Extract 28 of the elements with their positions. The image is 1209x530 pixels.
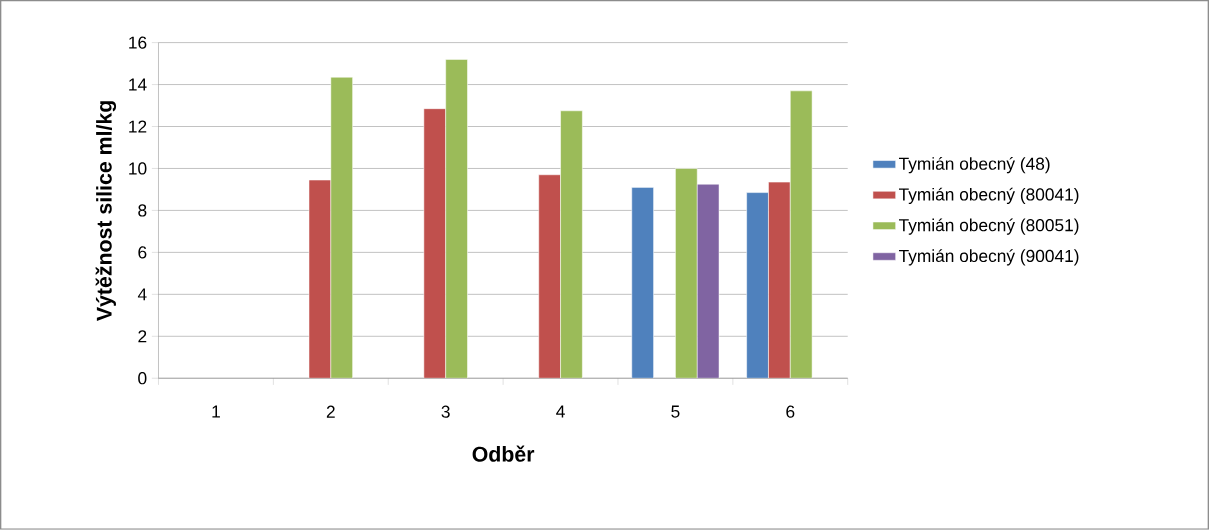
y-axis-title: Výtěžnost silice ml/kg <box>95 101 117 322</box>
y-tick-label: 12 <box>129 120 147 133</box>
bar <box>308 179 332 379</box>
y-tick-label: 0 <box>138 372 147 385</box>
legend-label: Tymián obecný (80051) <box>898 218 1079 235</box>
bar <box>746 192 769 379</box>
x-axis-title: Odběr <box>472 445 535 462</box>
x-tick-label: 2 <box>326 405 335 418</box>
y-tick-label: 16 <box>129 36 147 49</box>
x-tick-label: 1 <box>212 405 220 418</box>
bar <box>631 187 654 379</box>
x-tick-label: 4 <box>556 405 565 418</box>
bar <box>445 59 468 379</box>
y-tick-label: 4 <box>137 288 147 301</box>
y-tick-label: 10 <box>129 162 147 175</box>
y-tick-label: 14 <box>129 78 147 91</box>
legend-label: Tymián obecný (80041) <box>898 187 1079 205</box>
y-tick-label: 6 <box>138 246 147 259</box>
x-tick-label: 3 <box>441 405 450 418</box>
legend-label: Tymián obecný (90041) <box>898 249 1079 266</box>
x-tick-label: 6 <box>786 405 795 418</box>
bar <box>423 108 446 379</box>
y-tick-label: 8 <box>138 204 147 217</box>
x-tick-label: 5 <box>671 405 680 418</box>
bar <box>538 174 561 379</box>
legend-label: Tymián obecný (48) <box>898 157 1050 174</box>
y-tick-label: 2 <box>138 330 147 343</box>
bar <box>768 181 791 379</box>
